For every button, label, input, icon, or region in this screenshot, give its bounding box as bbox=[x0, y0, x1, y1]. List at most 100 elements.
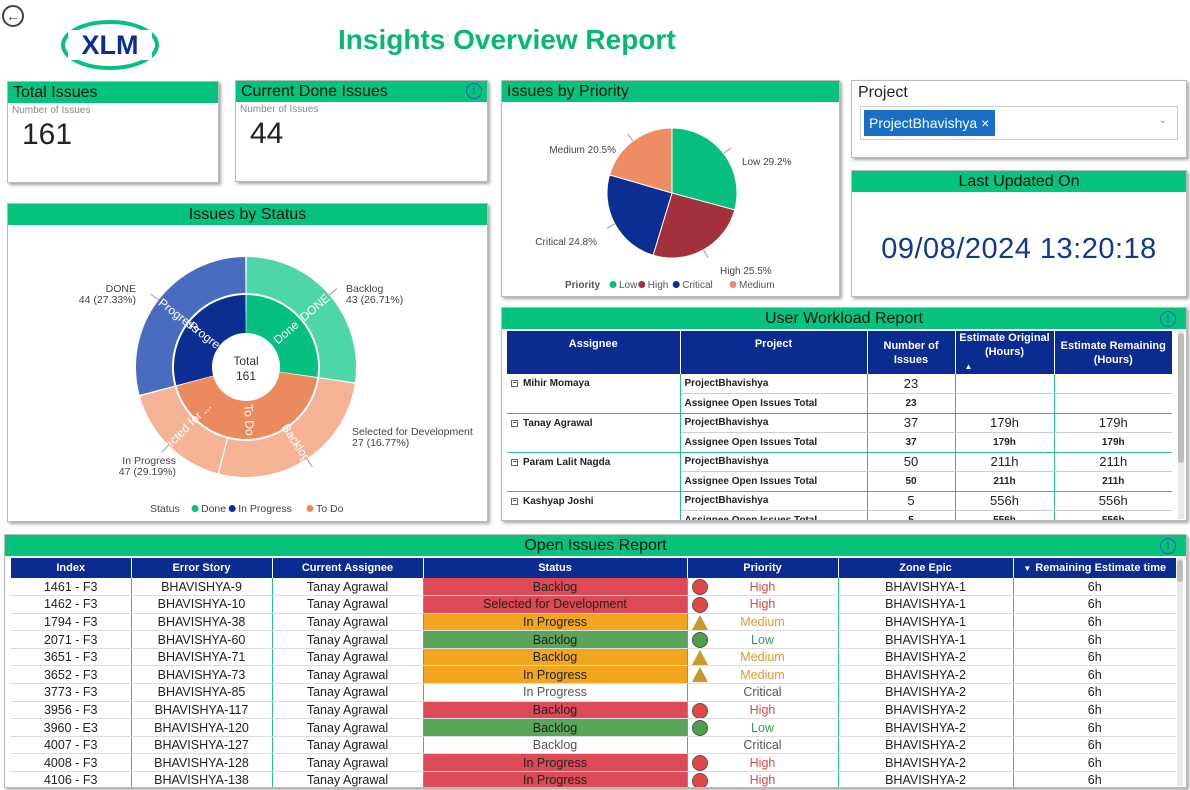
medium-priority-triangle-icon bbox=[691, 667, 708, 683]
col-header-remaining-estimate[interactable]: ▼ Remaining Estimate time bbox=[1013, 558, 1176, 578]
open-issue-row[interactable]: 1462 - F3 BHAVISHYA-10 Tanay Agrawal Select… bbox=[11, 595, 1176, 614]
open-issue-row[interactable]: 4106 - F3 BHAVISHYA-138 Tanay Agrawal In Pr… bbox=[11, 771, 1176, 787]
issue-remaining: 6h bbox=[1013, 683, 1176, 702]
workload-orig bbox=[955, 374, 1055, 394]
donut-data-label: Selected for Development bbox=[352, 426, 473, 438]
remove-chip-icon[interactable]: × bbox=[981, 115, 990, 131]
info-icon[interactable]: i bbox=[466, 83, 482, 99]
legend-title: Priority bbox=[565, 280, 600, 291]
col-header-number-of-issues[interactable]: Number of Issues bbox=[867, 331, 956, 374]
col-header-remaining-estimate-label: Remaining Estimate time bbox=[1035, 562, 1167, 574]
workload-row[interactable]: − Param Lalit Nagda ProjectBhavishya 50 211h… bbox=[507, 452, 1172, 492]
col-header-current-assignee[interactable]: Current Assignee bbox=[272, 558, 424, 578]
col-header-assignee[interactable]: Assignee bbox=[507, 331, 681, 374]
collapse-icon[interactable]: − bbox=[511, 458, 518, 466]
donut-inner-in-progress[interactable] bbox=[174, 295, 246, 386]
workload-assignee-cell[interactable]: − Tanay Agrawal bbox=[507, 413, 681, 453]
donut-outer-in-progress[interactable] bbox=[136, 257, 246, 395]
issue-priority-cell: High bbox=[687, 771, 839, 787]
open-issues-scroll-thumb[interactable] bbox=[1177, 560, 1183, 582]
info-icon[interactable]: i bbox=[1160, 311, 1176, 327]
donut-inner-to-do[interactable] bbox=[176, 372, 318, 439]
open-issues-scrollbar[interactable] bbox=[1177, 558, 1183, 786]
total-issues-value: 161 bbox=[22, 118, 73, 151]
legend-item[interactable]: In Progress bbox=[238, 503, 292, 515]
legend-item[interactable]: To Do bbox=[316, 503, 344, 515]
workload-row[interactable]: − Tanay Agrawal ProjectBhavishya 37 179h 179h bbox=[507, 413, 1172, 453]
low-priority-circle-icon bbox=[691, 632, 708, 648]
issue-index: 3773 - F3 bbox=[11, 683, 132, 702]
open-issue-row[interactable]: 3956 - F3 BHAVISHYA-117 Tanay Agrawal Backl… bbox=[11, 701, 1176, 720]
workload-row[interactable]: − Mihir Momaya ProjectBhavishya 23 bbox=[507, 374, 1172, 414]
project-slicer-dropdown[interactable]: ProjectBhavishya × ⌄ bbox=[860, 106, 1178, 140]
open-issue-row[interactable]: 1794 - F3 BHAVISHYA-38 Tanay Agrawal In Pro… bbox=[11, 613, 1176, 632]
status-chart-title: Issues by Status bbox=[8, 204, 487, 225]
workload-row[interactable]: − Kashyap Joshi ProjectBhavishya 5 556h 556h bbox=[507, 491, 1172, 520]
open-issue-row[interactable]: 1461 - F3 BHAVISHYA-9 Tanay Agrawal Backlog… bbox=[11, 578, 1176, 597]
open-issue-row[interactable]: 2071 - F3 BHAVISHYA-60 Tanay Agrawal Backlo… bbox=[11, 630, 1176, 649]
sort-asc-icon: ▲ bbox=[964, 362, 973, 371]
sort-desc-icon: ▼ bbox=[1023, 564, 1032, 573]
issue-index: 3960 - E3 bbox=[11, 718, 132, 737]
open-issue-row[interactable]: 4007 - F3 BHAVISHYA-127 Tanay Agrawal Backl… bbox=[11, 736, 1176, 755]
issue-epic: BHAVISHYA-2 bbox=[838, 718, 1014, 737]
col-header-project[interactable]: Project bbox=[680, 331, 868, 374]
col-header-estimate-remaining[interactable]: Estimate Remaining (Hours) bbox=[1054, 331, 1172, 374]
workload-total-label: Assignee Open Issues Total bbox=[680, 393, 868, 414]
issue-priority: Low bbox=[751, 632, 774, 647]
svg-text:XLM: XLM bbox=[82, 30, 139, 60]
workload-total-label: Assignee Open Issues Total bbox=[680, 432, 868, 453]
col-header-status[interactable]: Status bbox=[423, 558, 688, 578]
open-issue-row[interactable]: 3960 - E3 BHAVISHYA-120 Tanay Agrawal Backl… bbox=[11, 718, 1176, 737]
issue-story: BHAVISHYA-38 bbox=[131, 613, 273, 632]
legend-swatch bbox=[609, 281, 617, 288]
pie-slice-medium[interactable] bbox=[608, 127, 673, 194]
workload-project: ProjectBhavishya bbox=[680, 491, 868, 511]
chevron-down-icon[interactable]: ⌄ bbox=[1158, 115, 1167, 126]
col-header-priority[interactable]: Priority bbox=[687, 558, 839, 578]
high-priority-circle-icon bbox=[691, 597, 708, 613]
workload-assignee-cell[interactable]: − Kashyap Joshi bbox=[507, 491, 681, 520]
col-header-estimate-original[interactable]: Estimate Original (Hours) ▲ bbox=[955, 331, 1055, 374]
collapse-icon[interactable]: − bbox=[511, 380, 518, 387]
issue-index: 4008 - F3 bbox=[11, 753, 132, 773]
donut-outer-done[interactable] bbox=[246, 257, 356, 383]
issue-priority: Medium bbox=[740, 667, 785, 682]
col-header-index[interactable]: Index bbox=[11, 558, 132, 578]
back-arrow-icon[interactable]: ← bbox=[2, 5, 24, 27]
workload-title: User Workload Report bbox=[502, 308, 1186, 329]
donut-outer-backlog[interactable] bbox=[219, 378, 355, 477]
issue-status: In Progress bbox=[423, 665, 688, 685]
legend-item[interactable]: High bbox=[648, 280, 669, 291]
pie-slice-critical[interactable] bbox=[606, 174, 673, 256]
legend-item[interactable]: Done bbox=[201, 503, 226, 515]
workload-scroll-thumb[interactable] bbox=[1178, 333, 1184, 463]
workload-rem: 179h bbox=[1054, 413, 1172, 433]
legend-item[interactable]: Critical bbox=[682, 280, 713, 291]
col-header-error-story[interactable]: Error Story bbox=[131, 558, 273, 578]
donut-outer-selected-for-[interactable] bbox=[139, 386, 227, 474]
legend-item[interactable]: Medium bbox=[739, 280, 775, 291]
pie-slice-high[interactable] bbox=[652, 192, 736, 259]
issue-status: In Progress bbox=[423, 771, 688, 787]
open-issues-table: Index Error Story Current Assignee Statu… bbox=[11, 558, 1176, 787]
high-priority-circle-icon bbox=[691, 755, 708, 771]
info-icon[interactable]: i bbox=[1160, 538, 1176, 554]
priority-pie-chart[interactable]: Low 29.2% High 25.5% Critical 24.8% Medium … bbox=[502, 103, 839, 297]
workload-total-orig: 556h bbox=[955, 510, 1055, 520]
collapse-icon[interactable]: − bbox=[511, 419, 518, 427]
legend-item[interactable]: Low bbox=[619, 280, 638, 291]
workload-issues: 5 bbox=[867, 491, 956, 511]
workload-assignee-cell[interactable]: − Param Lalit Nagda bbox=[507, 452, 681, 492]
open-issue-row[interactable]: 3651 - F3 BHAVISHYA-71 Tanay Agrawal Backlo… bbox=[11, 648, 1176, 667]
open-issue-row[interactable]: 3652 - F3 BHAVISHYA-73 Tanay Agrawal In Pro… bbox=[11, 665, 1176, 685]
workload-scrollbar[interactable] bbox=[1178, 331, 1184, 519]
donut-inner-done[interactable] bbox=[246, 295, 318, 378]
project-chip[interactable]: ProjectBhavishya × bbox=[864, 110, 996, 136]
workload-assignee-cell[interactable]: − Mihir Momaya bbox=[507, 374, 681, 414]
open-issue-row[interactable]: 3773 - F3 BHAVISHYA-85 Tanay Agrawal In Pro… bbox=[11, 683, 1176, 702]
col-header-zone-epic[interactable]: Zone Epic bbox=[838, 558, 1014, 578]
open-issue-row[interactable]: 4008 - F3 BHAVISHYA-128 Tanay Agrawal In Pr… bbox=[11, 753, 1176, 773]
collapse-icon[interactable]: − bbox=[511, 497, 518, 505]
